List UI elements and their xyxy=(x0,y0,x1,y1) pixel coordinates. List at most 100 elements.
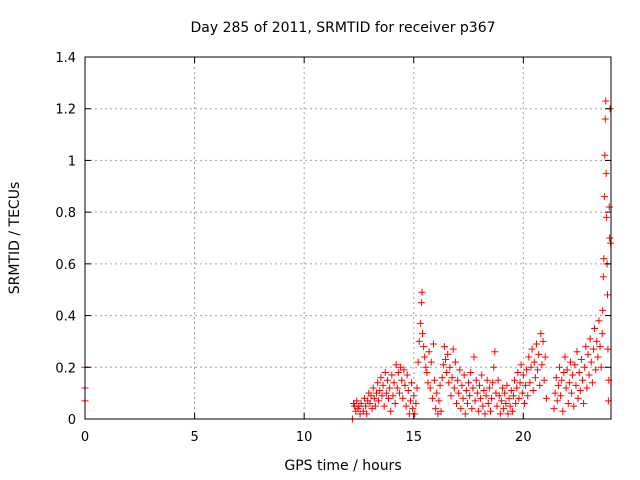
data-point xyxy=(558,376,566,384)
data-point xyxy=(482,392,490,400)
x-tick-label: 0 xyxy=(81,430,89,445)
data-point xyxy=(518,389,526,397)
x-tick-label: 20 xyxy=(515,430,532,445)
data-point xyxy=(573,348,581,356)
data-point xyxy=(412,399,420,407)
data-point xyxy=(530,358,538,366)
data-point xyxy=(504,410,512,418)
data-point xyxy=(528,345,536,353)
y-tick-label: 0 xyxy=(68,413,76,428)
x-tick-label: 5 xyxy=(190,430,198,445)
data-point xyxy=(398,376,406,384)
data-point xyxy=(366,399,374,407)
data-point xyxy=(449,345,457,353)
data-point xyxy=(378,392,386,400)
data-point xyxy=(432,405,440,413)
data-point xyxy=(401,381,409,389)
data-point xyxy=(564,399,572,407)
data-point xyxy=(454,376,462,384)
data-point xyxy=(605,203,613,211)
data-point xyxy=(496,410,504,418)
data-point xyxy=(520,399,528,407)
data-point xyxy=(470,353,478,361)
data-point xyxy=(579,376,587,384)
data-point xyxy=(370,394,378,402)
data-point xyxy=(436,381,444,389)
data-point xyxy=(376,387,384,395)
data-point xyxy=(580,399,588,407)
data-point xyxy=(593,337,601,345)
data-point xyxy=(559,407,567,415)
data-point xyxy=(403,371,411,379)
data-point xyxy=(456,366,464,374)
data-point xyxy=(507,387,515,395)
data-point xyxy=(402,402,410,410)
data-point xyxy=(390,379,398,387)
data-point xyxy=(494,376,502,384)
data-point xyxy=(427,358,435,366)
data-point xyxy=(489,379,497,387)
data-point xyxy=(388,371,396,379)
data-point xyxy=(598,330,606,338)
data-point xyxy=(601,151,609,159)
data-point xyxy=(385,394,393,402)
data-point xyxy=(539,337,547,345)
data-point xyxy=(603,291,611,299)
data-point xyxy=(409,405,417,413)
data-point xyxy=(554,381,562,389)
data-point xyxy=(450,384,458,392)
data-point xyxy=(600,193,608,201)
data-point xyxy=(490,363,498,371)
data-point xyxy=(491,348,499,356)
data-point xyxy=(529,387,537,395)
data-point xyxy=(429,340,437,348)
y-tick-label: 1.2 xyxy=(55,103,76,118)
data-point xyxy=(502,399,510,407)
data-point xyxy=(514,368,522,376)
data-point xyxy=(582,343,590,351)
data-point xyxy=(418,288,426,296)
data-point xyxy=(527,363,535,371)
data-point xyxy=(459,394,467,402)
data-point xyxy=(416,319,424,327)
data-point xyxy=(602,97,610,105)
data-point xyxy=(519,371,527,379)
data-point xyxy=(428,394,436,402)
data-point xyxy=(551,389,559,397)
data-point xyxy=(536,381,544,389)
data-point xyxy=(483,376,491,384)
x-tick-label: 15 xyxy=(405,430,422,445)
data-point xyxy=(400,366,408,374)
data-point xyxy=(589,345,597,353)
data-point xyxy=(448,374,456,382)
data-point xyxy=(568,389,576,397)
data-point xyxy=(426,384,434,392)
data-point xyxy=(565,379,573,387)
data-point xyxy=(499,384,507,392)
data-point xyxy=(583,384,591,392)
data-point xyxy=(575,368,583,376)
data-point xyxy=(414,358,422,366)
data-point xyxy=(532,340,540,348)
data-point xyxy=(404,387,412,395)
data-point xyxy=(381,368,389,376)
data-point xyxy=(508,407,516,415)
data-point xyxy=(602,169,610,177)
data-point xyxy=(576,387,584,395)
data-point xyxy=(380,402,388,410)
data-point xyxy=(516,379,524,387)
data-point xyxy=(535,350,543,358)
data-point xyxy=(411,410,419,418)
data-point xyxy=(599,306,607,314)
data-point xyxy=(469,384,477,392)
data-point xyxy=(477,394,485,402)
data-point xyxy=(394,368,402,376)
data-point xyxy=(577,356,585,364)
data-point xyxy=(542,394,550,402)
data-point xyxy=(562,384,570,392)
data-point xyxy=(451,358,459,366)
data-point xyxy=(523,366,531,374)
data-point xyxy=(493,402,501,410)
data-point xyxy=(479,402,487,410)
